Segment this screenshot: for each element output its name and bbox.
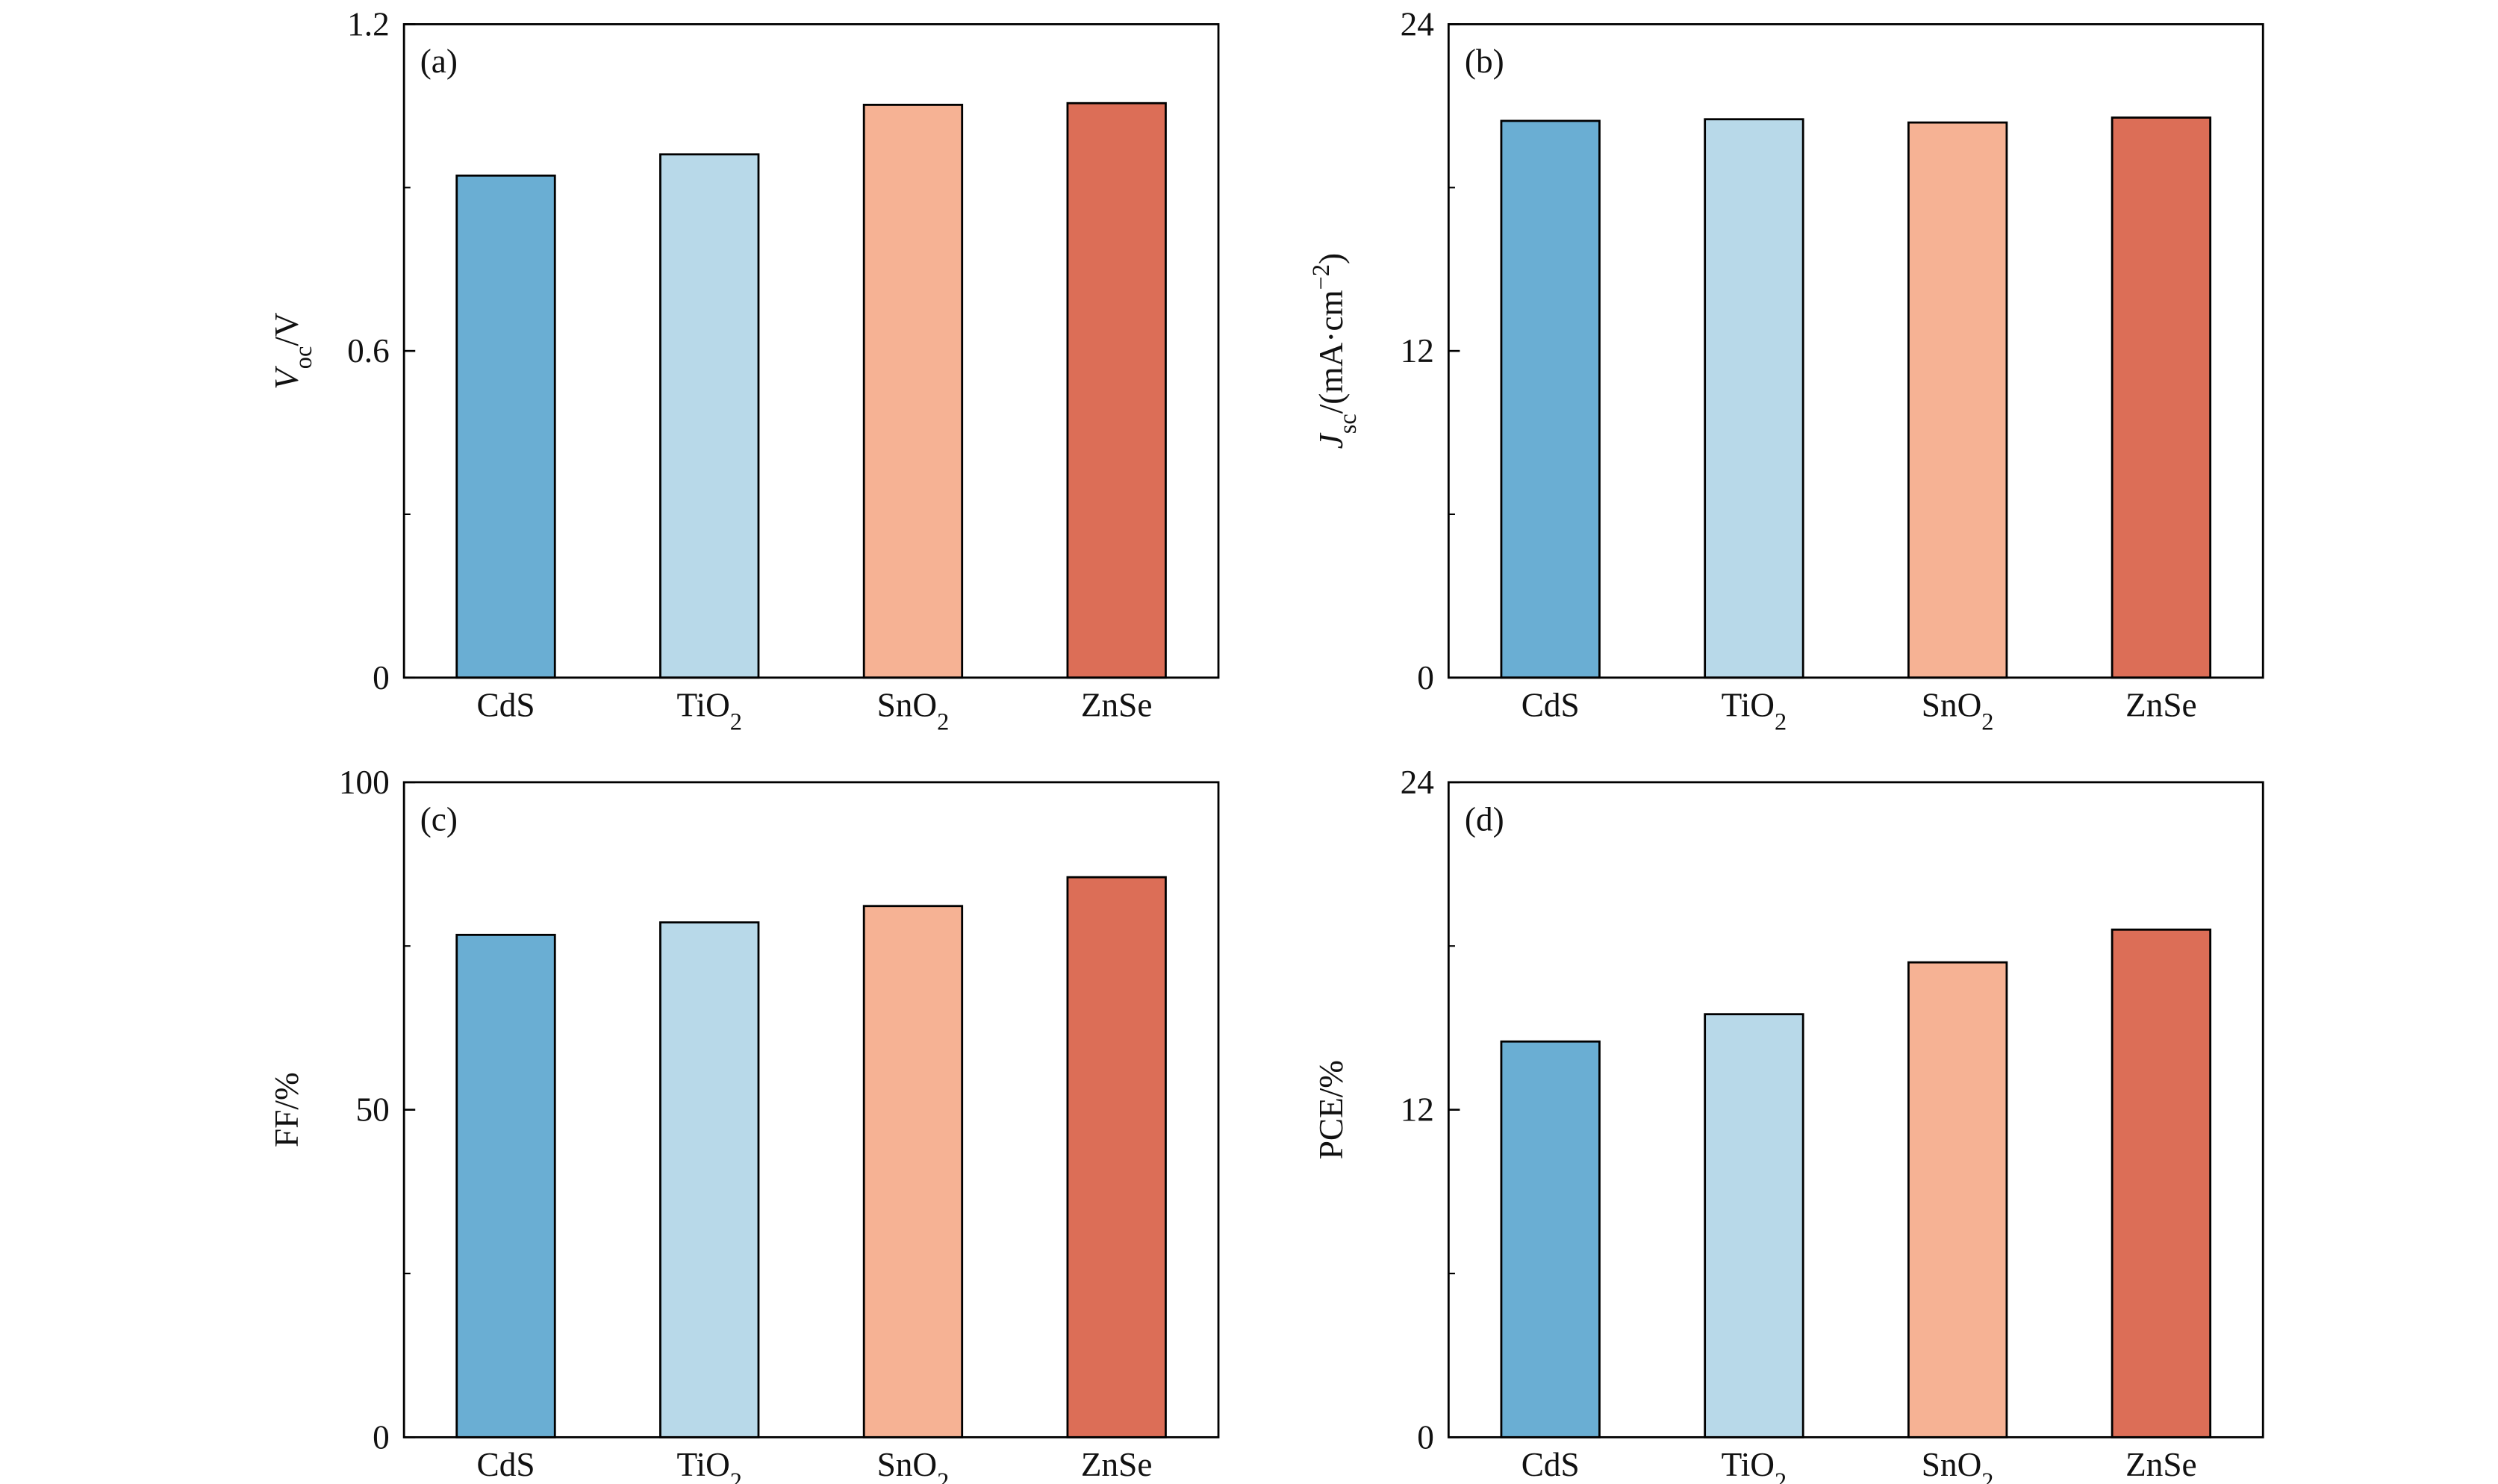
panel-label: (a) <box>420 43 458 80</box>
x-tick-label: SnO2 <box>1922 687 1994 735</box>
x-tick-label: TiO2 <box>676 1446 742 1484</box>
x-tick-label: TiO2 <box>676 687 742 735</box>
bar <box>1704 1013 1804 1438</box>
y-tick-label: 0 <box>373 659 390 696</box>
y-label-part: V <box>268 366 305 390</box>
category-part: SnO <box>1922 1446 1981 1483</box>
category-part: CdS <box>477 687 535 724</box>
category-part: TiO <box>1722 1446 1775 1483</box>
bar <box>1907 961 2008 1438</box>
y-axis-label: Voc/V <box>268 312 317 390</box>
y-tick-label: 0 <box>373 1418 390 1456</box>
y-tick-label: 0.6 <box>347 332 390 370</box>
y-label-part: ) <box>1312 253 1350 264</box>
y-label-part: PCE/% <box>1312 1060 1350 1159</box>
y-label-part: J <box>1312 432 1350 449</box>
bar <box>455 933 556 1438</box>
category-part: 2 <box>1775 708 1787 735</box>
x-tick-label: CdS <box>1521 687 1580 724</box>
category-part: TiO <box>676 1446 729 1483</box>
category-part: ZnSe <box>2125 1446 2197 1483</box>
category-part: CdS <box>477 1446 535 1483</box>
bar <box>2111 116 2212 679</box>
y-label-part: /(mA·cm <box>1312 290 1350 414</box>
x-tick-label: CdS <box>477 687 535 724</box>
category-part: 2 <box>937 708 949 735</box>
x-tick-label: TiO2 <box>1722 687 1787 735</box>
y-tick-label: 12 <box>1401 1091 1434 1129</box>
bar <box>1066 102 1167 679</box>
category-part: ZnSe <box>2125 687 2197 724</box>
category-part: 2 <box>730 1468 742 1484</box>
category-part: 2 <box>1775 1468 1787 1484</box>
bar <box>862 104 964 679</box>
category-part: SnO <box>877 687 938 724</box>
bar <box>1907 121 2008 679</box>
x-tick-label: ZnSe <box>1081 687 1153 724</box>
y-tick-label: 0 <box>1417 659 1434 696</box>
category-part: CdS <box>1521 687 1580 724</box>
x-tick-label: SnO2 <box>877 1446 950 1484</box>
category-part: CdS <box>1521 1446 1580 1483</box>
panel-label: (b) <box>1465 43 1504 80</box>
bar <box>1500 119 1601 679</box>
category-part: ZnSe <box>1081 687 1153 724</box>
x-tick-label: CdS <box>477 1446 535 1483</box>
panel-label: (d) <box>1465 801 1504 838</box>
y-axis-label: Jsc/(mA·cm−2) <box>1307 253 1361 449</box>
y-label-part: FF/% <box>268 1072 305 1147</box>
y-tick-label: 0 <box>1417 1418 1434 1456</box>
x-tick-label: SnO2 <box>877 687 950 735</box>
x-tick-label: SnO2 <box>1922 1446 1994 1484</box>
y-label-part: −2 <box>1307 264 1334 290</box>
category-part: ZnSe <box>1081 1446 1153 1483</box>
y-tick-label: 12 <box>1401 332 1434 370</box>
bar <box>1500 1040 1601 1438</box>
panel-label: (c) <box>420 801 458 838</box>
category-part: 2 <box>1981 708 1993 735</box>
category-part: 2 <box>1981 1468 1993 1484</box>
category-part: TiO <box>676 687 729 724</box>
bar <box>1704 118 1804 679</box>
y-tick-label: 24 <box>1401 764 1434 801</box>
category-part: SnO <box>1922 687 1981 724</box>
y-label-part: sc <box>1334 414 1361 434</box>
bar <box>659 153 760 679</box>
category-part: 2 <box>730 708 742 735</box>
x-tick-label: ZnSe <box>2125 687 2197 724</box>
x-tick-label: ZnSe <box>1081 1446 1153 1483</box>
y-tick-label: 50 <box>355 1091 389 1129</box>
category-part: TiO <box>1722 687 1775 724</box>
x-tick-label: ZnSe <box>2125 1446 2197 1483</box>
y-tick-label: 1.2 <box>347 6 390 43</box>
y-tick-label: 24 <box>1401 6 1434 43</box>
bar <box>1066 876 1167 1438</box>
bar <box>862 905 964 1438</box>
x-tick-label: TiO2 <box>1722 1446 1787 1484</box>
category-part: SnO <box>877 1446 938 1483</box>
bar <box>2111 928 2212 1438</box>
category-part: 2 <box>937 1468 949 1484</box>
bar <box>659 921 760 1438</box>
y-tick-label: 100 <box>339 764 390 801</box>
y-axis-label: PCE/% <box>1312 1060 1350 1159</box>
bar <box>455 174 556 679</box>
y-label-part: oc <box>290 346 317 370</box>
y-label-part: /V <box>268 312 305 346</box>
x-tick-label: CdS <box>1521 1446 1580 1483</box>
y-axis-label: FF/% <box>268 1072 305 1147</box>
